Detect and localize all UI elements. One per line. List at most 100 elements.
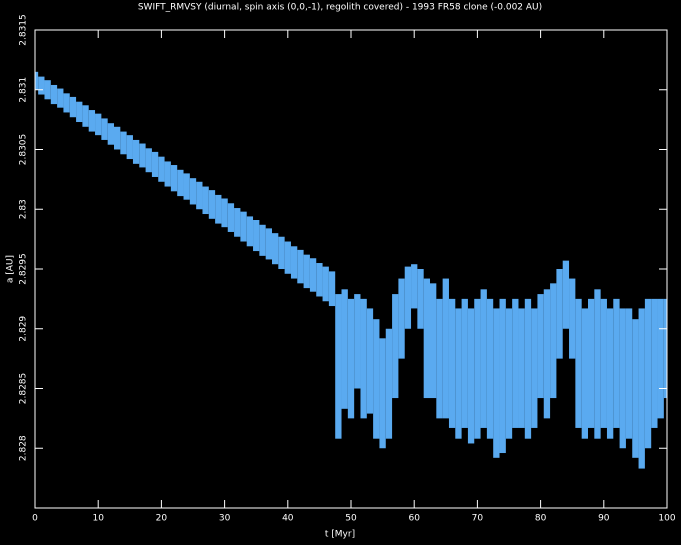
range-bar bbox=[543, 289, 551, 419]
range-bar bbox=[366, 308, 374, 414]
range-bar bbox=[505, 308, 513, 439]
range-bar bbox=[385, 328, 393, 439]
range-bar bbox=[480, 289, 487, 428]
range-bar bbox=[253, 220, 260, 252]
range-bar bbox=[392, 294, 399, 399]
range-bar bbox=[284, 241, 291, 274]
range-bar bbox=[322, 266, 329, 302]
range-bar bbox=[303, 254, 310, 289]
range-bar bbox=[44, 80, 51, 100]
range-bar bbox=[467, 308, 475, 444]
range-bar bbox=[486, 298, 494, 439]
x-tick-label: 100 bbox=[658, 514, 675, 524]
range-bar bbox=[290, 246, 298, 279]
y-tick-label: 2.829 bbox=[19, 316, 29, 342]
range-bar bbox=[550, 283, 557, 399]
range-bar bbox=[442, 278, 449, 419]
x-tick-label: 60 bbox=[408, 514, 420, 524]
range-bar bbox=[581, 308, 588, 439]
range-bar bbox=[354, 294, 361, 389]
range-bar bbox=[126, 135, 133, 160]
range-bar bbox=[430, 283, 437, 399]
range-bar bbox=[588, 298, 595, 428]
x-tick-label: 50 bbox=[345, 514, 357, 524]
chart-title: SWIFT_RMVSY (diurnal, spin axis (0,0,-1)… bbox=[138, 3, 542, 13]
range-bar bbox=[341, 289, 348, 409]
range-bar bbox=[309, 258, 317, 292]
x-axis-label: t [Myr] bbox=[325, 530, 355, 540]
range-bar bbox=[328, 271, 336, 307]
range-bar bbox=[95, 113, 102, 136]
x-tick-label: 0 bbox=[32, 514, 38, 524]
range-bar bbox=[246, 216, 254, 247]
range-bar bbox=[69, 96, 77, 118]
range-bar bbox=[265, 228, 272, 260]
range-bar bbox=[411, 264, 418, 309]
range-bar bbox=[493, 308, 500, 458]
range-bar bbox=[518, 308, 525, 428]
y-tick-label: 2.83 bbox=[19, 199, 29, 219]
y-tick-label: 2.828 bbox=[19, 435, 29, 461]
range-bar bbox=[335, 294, 342, 439]
range-bar bbox=[57, 88, 64, 108]
range-bar bbox=[183, 173, 190, 200]
range-bar bbox=[158, 156, 165, 182]
range-bar bbox=[259, 224, 266, 256]
range-bar bbox=[625, 308, 633, 439]
x-tick-label: 10 bbox=[92, 514, 104, 524]
range-bar bbox=[114, 126, 121, 150]
range-bar bbox=[531, 308, 538, 428]
range-bar bbox=[145, 148, 152, 173]
range-bar bbox=[50, 84, 58, 105]
y-tick-label: 2.8295 bbox=[19, 253, 29, 285]
range-bar bbox=[455, 308, 462, 439]
range-bar bbox=[423, 278, 430, 399]
range-bar bbox=[619, 308, 626, 449]
range-bar bbox=[613, 298, 620, 428]
range-bar bbox=[234, 208, 241, 237]
range-bar bbox=[594, 289, 601, 439]
range-bar bbox=[651, 298, 658, 428]
range-bar bbox=[151, 151, 159, 177]
plot-area bbox=[35, 71, 667, 469]
range-bar bbox=[278, 236, 285, 269]
range-bar bbox=[569, 278, 576, 359]
range-bar bbox=[63, 93, 70, 113]
range-bar bbox=[240, 211, 247, 242]
range-bar bbox=[644, 298, 652, 449]
range-bar bbox=[436, 298, 443, 419]
range-bar bbox=[215, 194, 222, 224]
range-bar bbox=[638, 308, 645, 469]
range-bar bbox=[208, 190, 216, 219]
x-tick-label: 20 bbox=[156, 514, 168, 524]
x-tick-label: 90 bbox=[598, 514, 610, 524]
range-bar bbox=[177, 169, 184, 197]
range-bar bbox=[524, 298, 532, 439]
range-bar bbox=[132, 139, 140, 164]
range-bar bbox=[221, 198, 228, 228]
x-tick-label: 40 bbox=[282, 514, 294, 524]
range-bar bbox=[76, 101, 83, 123]
y-tick-label: 2.8285 bbox=[19, 373, 29, 405]
range-bar bbox=[360, 298, 367, 419]
range-bar bbox=[139, 143, 146, 168]
range-bar bbox=[556, 269, 563, 359]
range-bar bbox=[272, 233, 279, 265]
range-bar bbox=[373, 319, 380, 439]
range-bar bbox=[316, 263, 323, 297]
range-bar bbox=[575, 298, 582, 428]
range-bar bbox=[107, 123, 114, 145]
range-bar bbox=[632, 319, 639, 458]
y-axis-label: a [AU] bbox=[6, 255, 16, 283]
range-bar bbox=[38, 76, 45, 95]
x-tick-label: 80 bbox=[535, 514, 547, 524]
range-bar bbox=[297, 249, 304, 284]
range-bar bbox=[164, 161, 171, 187]
range-bar bbox=[202, 186, 209, 215]
range-bar bbox=[189, 178, 197, 205]
y-tick-label: 2.8305 bbox=[19, 134, 29, 166]
range-bar bbox=[562, 260, 570, 329]
y-tick-label: 2.8315 bbox=[19, 14, 29, 46]
